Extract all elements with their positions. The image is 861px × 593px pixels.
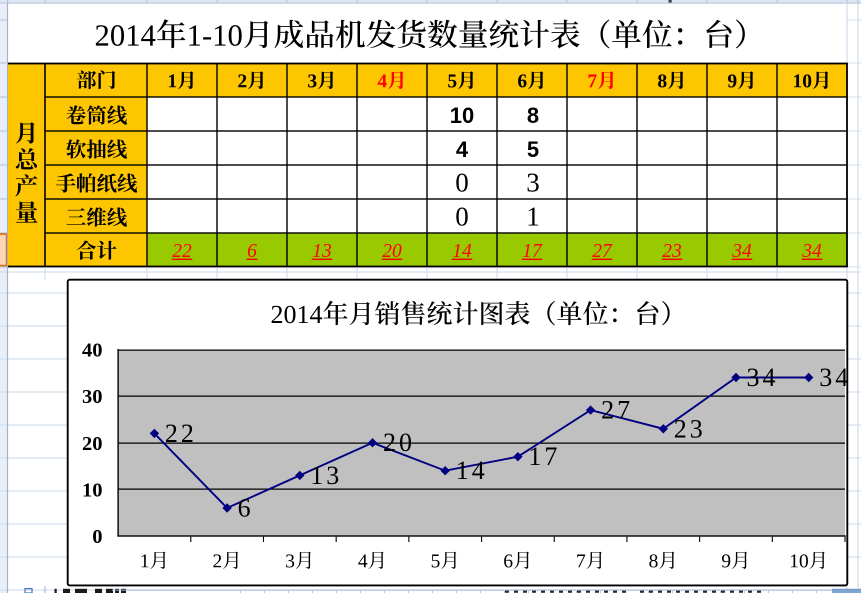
svg-text:5: 5 [527,137,539,162]
svg-text:34: 34 [801,241,822,262]
svg-text:23: 23 [674,414,706,443]
svg-text:0: 0 [455,202,469,232]
svg-text:1: 1 [526,202,540,232]
svg-text:6: 6 [247,241,257,262]
svg-text:27: 27 [592,241,613,262]
svg-text:34: 34 [731,241,752,262]
svg-text:40: 40 [82,340,103,362]
svg-text:14: 14 [452,241,472,262]
svg-text:30: 30 [82,386,103,408]
svg-text:10: 10 [82,479,103,501]
svg-text:20: 20 [383,428,415,457]
svg-text:23: 23 [662,241,682,262]
svg-text:17: 17 [528,442,560,471]
svg-text:14: 14 [456,456,488,485]
svg-text:0: 0 [455,168,469,198]
svg-text:22: 22 [165,419,197,448]
svg-text:13: 13 [312,241,332,262]
svg-text:10: 10 [450,103,474,128]
svg-text:34: 34 [819,363,851,392]
svg-text:4: 4 [456,137,469,162]
svg-text:27: 27 [601,396,633,425]
svg-text:0: 0 [92,526,102,548]
svg-text:17: 17 [522,241,543,262]
svg-text:22: 22 [172,241,192,262]
svg-text:20: 20 [82,433,103,455]
svg-text:13: 13 [310,461,342,490]
svg-text:3: 3 [526,168,540,198]
svg-text:6: 6 [238,494,254,523]
svg-text:20: 20 [382,241,402,262]
svg-text:8: 8 [527,103,539,128]
svg-text:34: 34 [747,363,779,392]
